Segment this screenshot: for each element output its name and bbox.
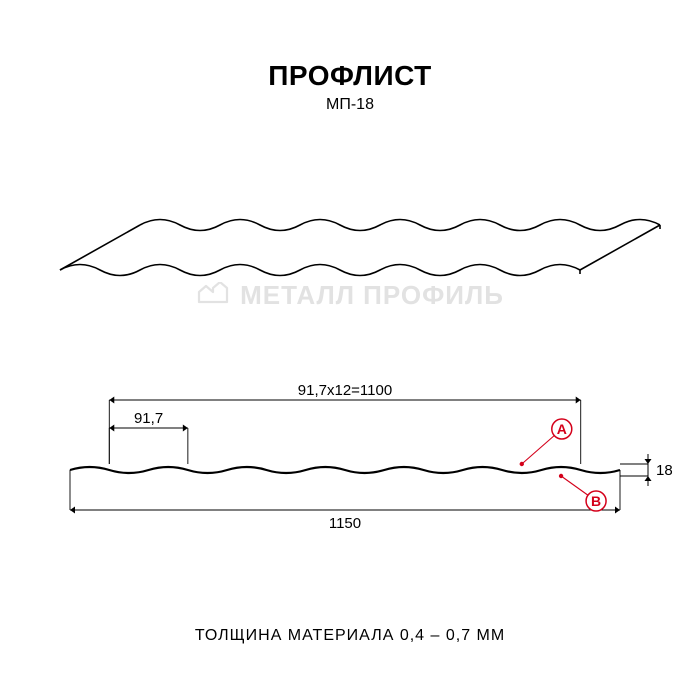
svg-text:A: A (557, 421, 567, 437)
page-subtitle: МП-18 (0, 96, 700, 114)
watermark-logo-icon (196, 282, 230, 310)
svg-text:91,7x12=1100: 91,7x12=1100 (298, 382, 392, 399)
watermark: МЕТАЛЛ ПРОФИЛЬ (0, 280, 700, 315)
watermark-label: МЕТАЛЛ ПРОФИЛЬ (240, 280, 504, 311)
cross-section-svg: 91,7x12=1100 91,7 1150 18 A B (0, 380, 700, 540)
watermark-text: МЕТАЛЛ ПРОФИЛЬ (196, 280, 504, 311)
footer-text: ТОЛЩИНА МАТЕРИАЛА 0,4 – 0,7 ММ (0, 627, 700, 645)
svg-text:18: 18 (656, 462, 673, 479)
svg-text:1150: 1150 (329, 515, 361, 532)
svg-text:91,7: 91,7 (134, 410, 163, 427)
header: ПРОФЛИСТ МП-18 (0, 0, 700, 114)
footer: ТОЛЩИНА МАТЕРИАЛА 0,4 – 0,7 ММ (0, 627, 700, 645)
cross-section-view: 91,7x12=1100 91,7 1150 18 A B (0, 380, 700, 540)
isometric-view (0, 150, 700, 300)
svg-text:B: B (591, 493, 601, 509)
isometric-svg (0, 150, 700, 300)
page-title: ПРОФЛИСТ (0, 60, 700, 92)
